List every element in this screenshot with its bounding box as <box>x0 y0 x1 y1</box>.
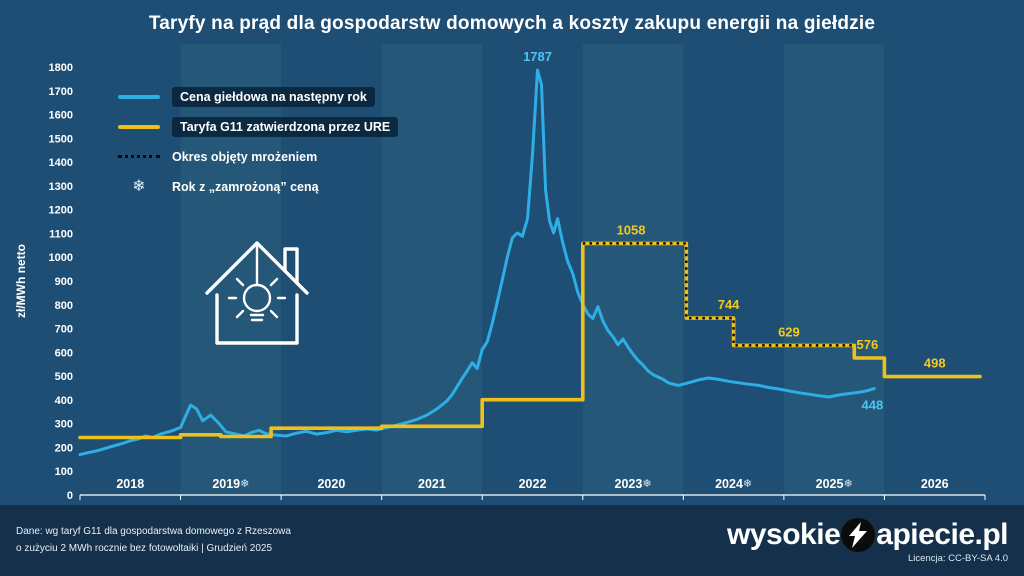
legend-label: Cena giełdowa na następny rok <box>172 86 375 107</box>
legend-line-swatch <box>118 124 160 129</box>
line-swatch <box>118 124 160 129</box>
y-tick-label: 1200 <box>49 205 73 217</box>
y-tick-label: 1500 <box>49 133 73 145</box>
lightning-bolt-icon <box>841 517 876 552</box>
brand-prefix: wysokie <box>727 517 841 551</box>
legend-item: Okres objęty mrożeniem <box>118 146 398 167</box>
x-year-label: 2023❄ <box>615 477 652 491</box>
year-band <box>80 44 181 495</box>
source-line-1: Dane: wg taryf G11 dla gospodarstwa domo… <box>16 526 291 537</box>
dotted-swatch <box>118 155 160 158</box>
y-tick-label: 900 <box>55 276 73 288</box>
year-band <box>582 44 684 495</box>
freeze-dotted-line <box>582 242 855 347</box>
x-year-label: 2018 <box>116 477 144 491</box>
source-line-2: o zużyciu 2 MWh rocznie bez fotowoltaiki… <box>16 542 273 554</box>
brand-suffix: apiecie.pl <box>876 517 1008 551</box>
year-band <box>683 44 784 495</box>
value-label: 1058 <box>617 222 646 237</box>
y-tick-label: 300 <box>55 419 73 431</box>
y-tick-label: 1600 <box>49 110 73 122</box>
y-tick-label: 1100 <box>49 228 73 240</box>
brand-block: wysokie apiecie.pl Licencja: CC-BY-SA 4.… <box>727 517 1008 564</box>
y-tick-label: 1300 <box>49 181 73 193</box>
legend-item: ❄ Rok z „zamrożoną” ceną <box>118 176 398 197</box>
snowflake-icon: ❄ <box>132 177 146 195</box>
year-band <box>381 44 483 495</box>
value-label: 744 <box>718 297 740 312</box>
footer: Dane: wg taryf G11 dla gospodarstwa domo… <box>0 505 1024 576</box>
y-tick-label: 1800 <box>49 62 73 74</box>
y-tick-label: 100 <box>55 466 73 478</box>
year-band <box>482 44 583 495</box>
x-year-label: 2020 <box>317 477 345 491</box>
y-tick-label: 500 <box>55 371 73 383</box>
x-year-label: 2021 <box>418 477 446 491</box>
legend-line-swatch <box>118 94 160 99</box>
house-lightbulb-icon <box>205 241 309 345</box>
data-source-note: Dane: wg taryf G11 dla gospodarstwa domo… <box>16 524 291 557</box>
y-tick-label: 0 <box>67 490 73 502</box>
x-year-label: 2019❄ <box>212 477 249 491</box>
y-axis-title: zł/MWh netto <box>14 244 28 318</box>
y-tick-label: 1400 <box>49 157 73 169</box>
y-tick-label: 400 <box>55 395 73 407</box>
value-label: 498 <box>924 356 946 371</box>
value-label: 629 <box>778 324 800 339</box>
legend-label: Taryfa G11 zatwierdzona przez URE <box>172 116 399 137</box>
y-tick-label: 700 <box>55 324 73 336</box>
chart-title: Taryfy na prąd dla gospodarstw domowych … <box>148 13 876 34</box>
license-note: Licencja: CC-BY-SA 4.0 <box>908 552 1008 564</box>
legend: Cena giełdowa na następny rok Taryfa G11 … <box>118 86 399 197</box>
value-label: 576 <box>856 337 878 352</box>
legend-item: Cena giełdowa na następny rok <box>118 86 398 107</box>
legend-label: Okres objęty mrożeniem <box>172 149 318 164</box>
line-swatch <box>118 94 160 99</box>
y-tick-label: 1700 <box>49 86 73 98</box>
x-year-label: 2026 <box>921 477 949 491</box>
y-tick-label: 600 <box>55 347 73 359</box>
exchange-price-line <box>78 68 876 457</box>
y-tick-label: 200 <box>55 442 73 454</box>
legend-label: Rok z „zamrożoną” ceną <box>172 179 319 194</box>
x-year-label: 2022 <box>519 477 547 491</box>
value-label: 1787 <box>523 49 552 64</box>
tariff-chart: 0 100 200 300 400 500 600 700 800 900 1000 1100 1200… <box>14 44 986 502</box>
tariff-line <box>78 241 982 440</box>
value-label: 448 <box>862 397 884 412</box>
year-band <box>884 44 985 495</box>
legend-dotted-swatch <box>118 155 160 158</box>
x-year-label: 2025❄ <box>816 477 853 491</box>
brand-logo: wysokie apiecie.pl <box>727 517 1008 552</box>
year-band <box>783 44 885 495</box>
y-tick-label: 800 <box>55 300 73 312</box>
y-tick-label: 1000 <box>49 252 73 264</box>
legend-item: Taryfa G11 zatwierdzona przez URE <box>118 116 399 137</box>
x-year-label: 2024❄ <box>715 477 752 491</box>
